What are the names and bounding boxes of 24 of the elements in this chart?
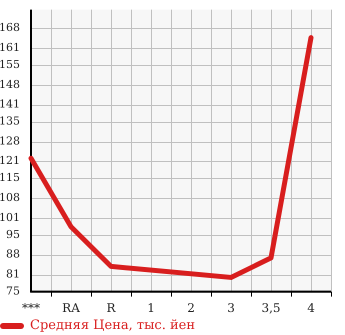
x-tick-label: 2 <box>187 300 195 315</box>
x-tick-label: 3 <box>227 300 235 315</box>
y-tick-label: 88 <box>6 248 20 261</box>
x-tick-label: RA <box>62 300 80 315</box>
y-tick-label: 95 <box>6 228 20 241</box>
legend-label: Средняя Цена, тыс. йен <box>30 318 195 333</box>
y-tick-label: 75 <box>6 284 20 298</box>
x-tick-label: 4 <box>307 300 316 315</box>
x-tick-label: R <box>106 300 116 315</box>
y-tick-label: 81 <box>6 267 20 280</box>
y-tick-label: 115 <box>0 171 20 184</box>
y-tick-label: 128 <box>0 134 20 148</box>
x-tick-label: 1 <box>147 300 155 315</box>
y-tick-label: 121 <box>0 154 20 168</box>
y-tick-label: 161 <box>0 40 20 54</box>
y-tick-label: 108 <box>0 191 20 204</box>
y-tick-label: 135 <box>0 114 20 128</box>
y-tick-label: 148 <box>0 78 20 91</box>
x-tick-label: *** <box>22 300 40 315</box>
y-tick-label: 141 <box>0 98 20 111</box>
y-tick-label: 101 <box>0 210 20 224</box>
y-tick-label: 168 <box>0 21 20 34</box>
x-tick-label: 3,5 <box>261 300 281 315</box>
y-tick-label: 155 <box>0 58 20 71</box>
